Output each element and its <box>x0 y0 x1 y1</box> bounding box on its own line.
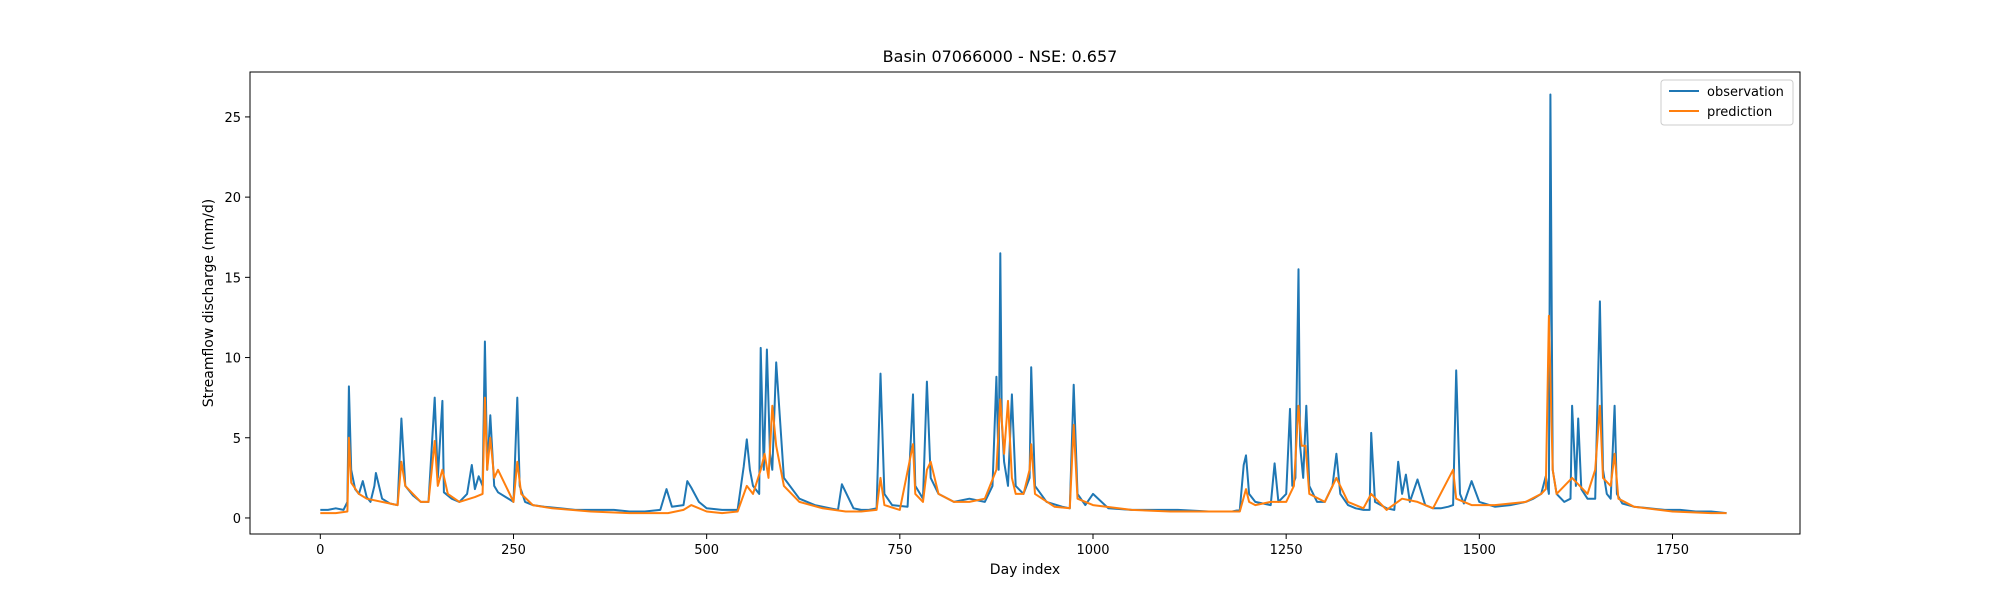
y-tick-label: 25 <box>224 111 241 126</box>
y-axis-label: Streamflow discharge (mm/d) <box>201 199 217 407</box>
x-tick-label: 1000 <box>1076 543 1109 558</box>
chart-title: Basin 07066000 - NSE: 0.657 <box>883 47 1118 66</box>
series-layer <box>320 93 1727 515</box>
y-tick-label: 5 <box>233 432 241 447</box>
plot-frame <box>249 71 1801 535</box>
y-axis: 0 5 10 15 20 25 <box>224 111 250 527</box>
y-tick-label: 20 <box>224 191 241 206</box>
plot-background <box>250 72 1800 534</box>
x-tick-label: 250 <box>501 543 526 558</box>
x-axis: 0 250 500 750 1000 1250 1500 1750 <box>316 534 1689 558</box>
y-tick-label: 15 <box>224 271 241 286</box>
y-tick-label: 10 <box>224 352 241 367</box>
plot-area <box>249 71 1801 535</box>
x-tick-label: 0 <box>316 543 324 558</box>
legend-label-observation: observation <box>1707 85 1784 100</box>
y-tick-label: 0 <box>233 512 241 527</box>
x-tick-label: 1750 <box>1656 543 1689 558</box>
x-tick-label: 750 <box>887 543 912 558</box>
series-line-observation <box>320 93 1727 515</box>
x-tick-label: 500 <box>694 543 719 558</box>
x-tick-label: 1250 <box>1270 543 1303 558</box>
x-tick-label: 1500 <box>1463 543 1496 558</box>
x-axis-label: Day index <box>990 562 1060 578</box>
legend-label-prediction: prediction <box>1707 105 1772 120</box>
legend: observation prediction <box>1660 79 1794 126</box>
series-line-prediction <box>320 314 1727 515</box>
